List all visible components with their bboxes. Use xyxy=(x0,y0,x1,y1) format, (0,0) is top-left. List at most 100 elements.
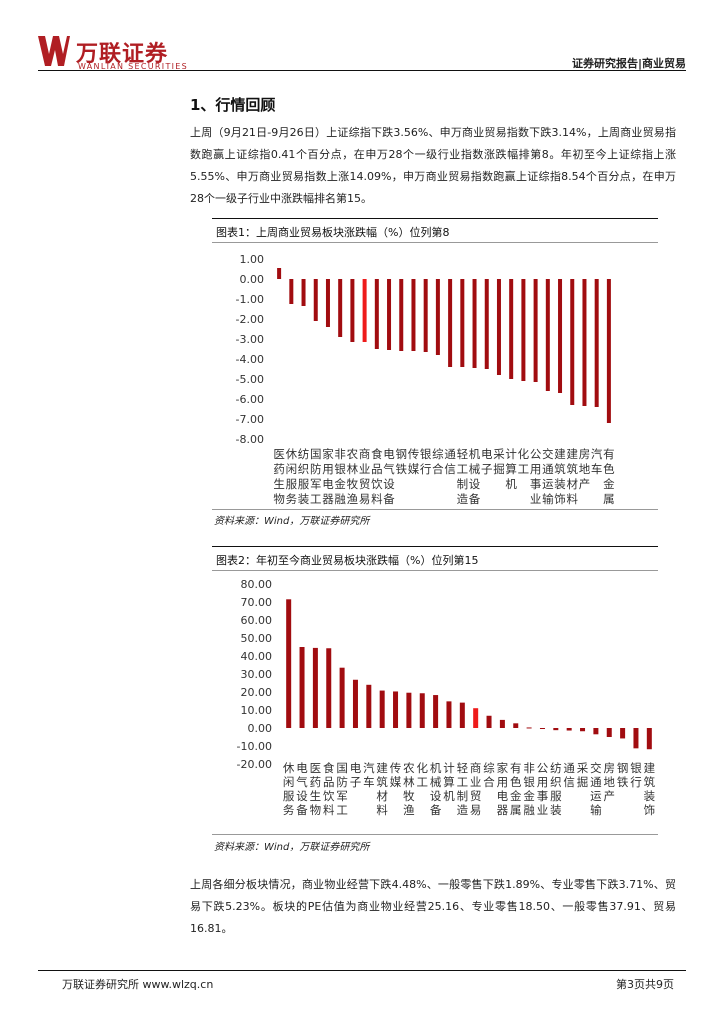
bar-机械设备 xyxy=(472,279,477,368)
page-number: 第3页共9页 xyxy=(616,978,674,991)
company-logo: 万联证券 WANLIAN SECURITIES xyxy=(38,34,208,74)
category-label: 电子 xyxy=(481,447,493,476)
category-label: 采掘 xyxy=(577,761,589,789)
bar-综合 xyxy=(486,715,492,728)
category-label-char: 算 xyxy=(505,462,517,476)
y-tick-label: -2.00 xyxy=(236,313,264,326)
figure1-title-bar: 图表1：上周商业贸易板块涨跌幅（%）位列第8 xyxy=(212,218,658,243)
y-tick-label: 30.00 xyxy=(241,668,273,681)
bar-电气设备 xyxy=(299,647,305,728)
category-label-char: 贸 xyxy=(359,477,371,491)
category-label-char: 食 xyxy=(323,761,335,775)
category-label-char: 化 xyxy=(518,447,530,461)
weekly-change-bar-chart: 1.00 0.00 -1.00 -2.00 -3.00 -4.00 -5.00 -6.00 -7… xyxy=(236,253,616,506)
category-label: 银行 xyxy=(420,447,432,476)
y-tick-label: 0.00 xyxy=(248,722,273,735)
category-label-char: 备 xyxy=(296,803,308,817)
y-tick-label: 20.00 xyxy=(241,686,273,699)
category-label-char: 饰 xyxy=(554,492,566,506)
category-label-char: 医 xyxy=(310,761,322,775)
y-tick-label: 1.00 xyxy=(240,253,265,266)
bar-休闲服务 xyxy=(286,599,292,728)
category-label-char: 子 xyxy=(350,775,362,789)
category-label-char: 计 xyxy=(443,761,455,775)
bar-非银金融 xyxy=(338,279,343,337)
bar-采掘 xyxy=(580,728,586,732)
category-label-char: 料 xyxy=(323,803,335,817)
category-label-char: 通 xyxy=(542,462,554,476)
category-label-char: 汽 xyxy=(591,447,603,461)
footer-institute: 万联证券研究所 www.wlzq.cn xyxy=(62,978,214,991)
category-label-char: 色 xyxy=(510,775,522,789)
category-label-char: 药 xyxy=(310,775,322,789)
category-label-char: 汽 xyxy=(363,761,375,775)
bar-有色金属 xyxy=(606,279,611,423)
category-label-char: 电 xyxy=(350,761,362,775)
category-label-char: 闲 xyxy=(283,775,295,789)
category-label-char: 用 xyxy=(322,462,334,476)
category-label: 采掘 xyxy=(493,447,505,476)
bar-国防军工 xyxy=(339,667,345,728)
category-label-char: 用 xyxy=(497,775,509,789)
bar-交通运输 xyxy=(593,728,599,735)
bar-化工 xyxy=(419,693,425,728)
category-label-char: 建 xyxy=(567,447,579,461)
subsector-paragraph: 上周各细分板块情况，商业物业经营下跌4.48%、一般零售下跌1.89%、专业零售… xyxy=(190,878,676,935)
category-label-char: 军 xyxy=(310,477,322,491)
bar-商业贸易 xyxy=(362,279,367,342)
category-label-char: 媒 xyxy=(408,462,420,476)
category-label-char: 工 xyxy=(457,775,469,789)
category-label-char: 车 xyxy=(363,775,375,789)
category-label-char: 服 xyxy=(286,477,298,491)
bar-采掘 xyxy=(496,279,501,375)
category-label-char: 地 xyxy=(579,462,591,476)
bar-交通运输 xyxy=(545,279,550,391)
bar-电气设备 xyxy=(387,279,392,350)
category-label-char: 电 xyxy=(383,447,395,461)
category-label-char: 设 xyxy=(296,789,308,803)
wanlian-logo-icon xyxy=(38,36,70,66)
category-label: 通信 xyxy=(444,447,456,476)
category-label: 商业贸易 xyxy=(359,447,371,506)
category-label-char: 生 xyxy=(310,789,322,803)
footer-divider xyxy=(38,970,686,971)
category-label-char: 饰 xyxy=(644,803,656,817)
category-label-char: 筑 xyxy=(644,775,656,789)
category-label-char: 织 xyxy=(550,775,562,789)
bar-纺织服装 xyxy=(301,279,306,306)
category-label-char: 饮 xyxy=(371,477,383,491)
category-label-char: 用 xyxy=(537,775,549,789)
logo-english-name: WANLIAN SECURITIES xyxy=(78,62,189,71)
category-label-char: 备 xyxy=(430,803,442,817)
category-label-char: 铁 xyxy=(396,462,408,476)
y-tick-label: -7.00 xyxy=(236,413,264,426)
bar-休闲服务 xyxy=(289,279,294,304)
category-label-char: 用 xyxy=(530,462,542,476)
bar-机械设备 xyxy=(433,695,439,728)
category-label-char: 纺 xyxy=(550,761,562,775)
bar-房地产 xyxy=(582,279,587,406)
bar-医药生物 xyxy=(277,268,282,279)
category-label: 化工 xyxy=(417,761,429,789)
category-label: 钢铁 xyxy=(617,761,629,789)
category-label-char: 子 xyxy=(481,462,493,476)
category-label-char: 务 xyxy=(283,803,295,817)
category-label-char: 采 xyxy=(577,761,589,775)
category-label-char: 综 xyxy=(483,761,495,775)
bar-公用事业 xyxy=(539,728,545,729)
category-label: 计算机 xyxy=(505,447,517,491)
category-label-char: 器 xyxy=(497,803,509,817)
header-divider xyxy=(38,70,686,71)
category-label-char: 产 xyxy=(604,789,616,803)
category-label-char: 采 xyxy=(493,447,505,461)
